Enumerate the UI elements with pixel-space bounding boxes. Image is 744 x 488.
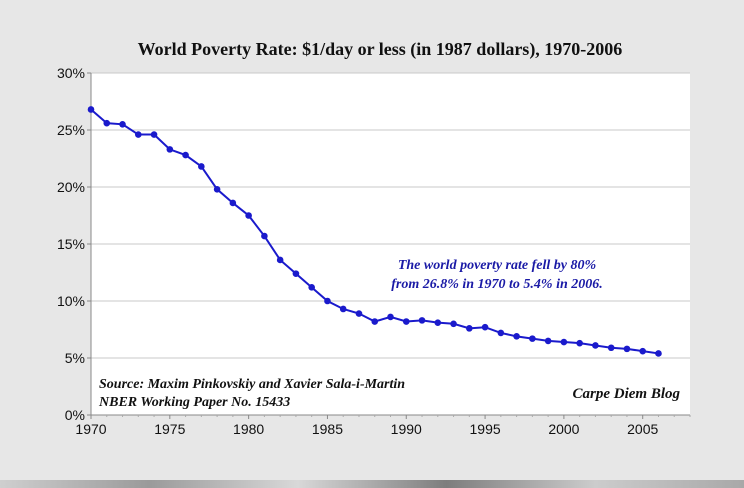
data-point [182, 151, 189, 159]
data-point [308, 284, 315, 291]
data-point [339, 305, 347, 313]
x-tick-labels: 1970 1975 1980 1985 1990 1995 2000 2005 [75, 415, 691, 437]
y-tick-label: 0% [65, 407, 85, 423]
grid-lines [91, 72, 690, 359]
y-tick-label: 5% [65, 350, 85, 366]
data-point [150, 131, 158, 138]
data-point [371, 318, 379, 325]
data-point [623, 345, 631, 353]
y-tick-labels: 0% 5% 10% 15% 20% 25% 30% [57, 65, 91, 423]
data-point [324, 297, 331, 305]
x-tick-label: 1990 [391, 421, 422, 437]
data-point [513, 333, 520, 340]
annotation-line-2: from 26.8% in 1970 to 5.4% in 2006. [391, 277, 603, 292]
data-point [103, 119, 111, 127]
data-point [292, 270, 300, 277]
data-point [134, 131, 142, 138]
data-point [450, 320, 457, 328]
series-poverty-rate [87, 106, 662, 357]
x-tick-label: 1980 [233, 421, 264, 437]
data-point [418, 317, 426, 324]
data-point [229, 199, 237, 207]
data-point [576, 339, 583, 347]
data-point [560, 338, 568, 346]
annotation-line-1: The world poverty rate fell by 80% [398, 258, 596, 273]
data-point [497, 329, 505, 337]
data-point [198, 163, 205, 170]
x-tick-label: 2000 [548, 421, 579, 437]
source-line-2: NBER Working Paper No. 15433 [98, 395, 290, 410]
data-point [434, 319, 442, 326]
credit-label: Carpe Diem Blog [573, 386, 681, 402]
source-line-1: Source: Maxim Pinkovskiy and Xavier Sala… [99, 377, 405, 392]
data-point [276, 256, 284, 264]
data-point [639, 347, 647, 355]
x-tick-label: 1970 [75, 421, 106, 437]
y-tick-label: 20% [57, 179, 85, 195]
data-point [87, 106, 95, 113]
data-point [529, 335, 536, 342]
data-point [245, 212, 252, 219]
chart-title: World Poverty Rate: $1/day or less (in 1… [138, 39, 623, 60]
data-point [387, 313, 394, 321]
y-tick-label: 10% [57, 293, 85, 309]
data-point [592, 342, 599, 349]
x-tick-label: 2005 [627, 421, 658, 437]
data-point [355, 310, 363, 317]
data-point [166, 146, 174, 153]
data-point [119, 121, 126, 128]
bottom-photo-strip [0, 480, 744, 488]
x-tick-label: 1995 [470, 421, 501, 437]
x-tick-label: 1985 [312, 421, 343, 437]
data-point [607, 344, 615, 352]
data-point [655, 350, 662, 357]
data-point [213, 185, 221, 193]
data-point [261, 232, 268, 240]
x-tick-label: 1975 [154, 421, 185, 437]
y-tick-label: 15% [57, 236, 85, 252]
data-point [466, 325, 473, 332]
data-point [402, 318, 410, 325]
data-point [544, 337, 552, 345]
data-point [481, 323, 489, 331]
y-tick-label: 25% [57, 122, 85, 138]
y-tick-label: 30% [57, 65, 85, 81]
